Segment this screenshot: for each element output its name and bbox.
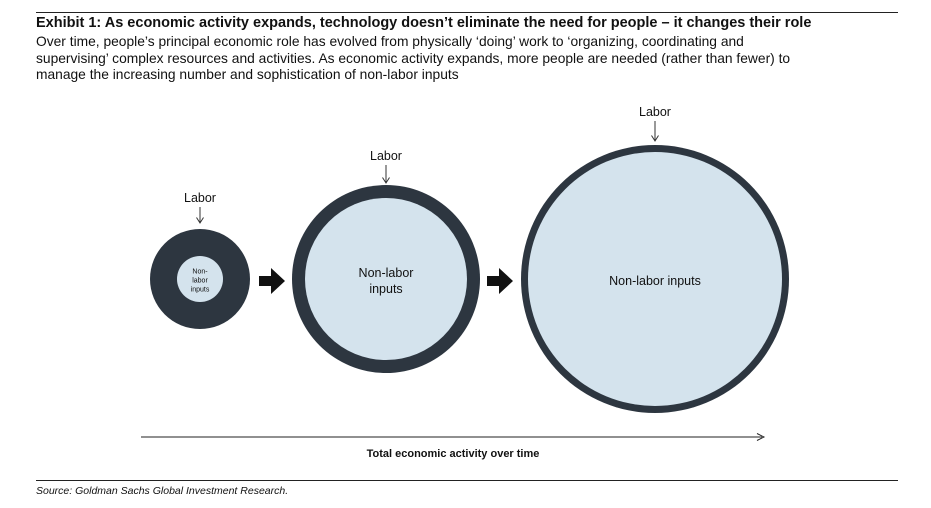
axis-arrowhead-icon	[756, 433, 766, 441]
non-labor-label-line: Non-labor inputs	[609, 274, 701, 288]
non-labor-inputs-circle	[305, 198, 467, 360]
non-labor-inputs-circle	[177, 256, 223, 302]
down-arrow-icon	[651, 121, 659, 142]
non-labor-label-line: Non-labor	[359, 266, 414, 280]
source-note: Source: Goldman Sachs Global Investment …	[36, 485, 289, 497]
stage-1: Labor Non- labor inputs	[150, 191, 250, 329]
exhibit-title: Exhibit 1: As economic activity expands,…	[36, 15, 812, 31]
non-labor-label-line: Non-	[192, 269, 208, 276]
stage-3: Labor Non-labor inputs	[521, 105, 789, 413]
stage-2: Labor Non-labor inputs	[292, 149, 480, 373]
labor-label: Labor	[184, 191, 216, 205]
exhibit-subtitle: Over time, people’s principal economic r…	[36, 34, 906, 84]
top-rule	[36, 12, 898, 13]
axis-label: Total economic activity over time	[367, 448, 540, 460]
right-arrow-icon	[259, 268, 285, 294]
subtitle-line: Over time, people’s principal economic r…	[36, 34, 744, 49]
labor-label: Labor	[370, 149, 402, 163]
time-axis	[141, 433, 766, 441]
source-rule	[36, 480, 898, 481]
labor-label: Labor	[639, 105, 671, 119]
subtitle-line: supervising’ complex resources and activ…	[36, 50, 791, 66]
non-labor-label-line: inputs	[191, 287, 210, 294]
right-arrow-icon	[487, 268, 513, 294]
down-arrow-icon	[382, 165, 390, 184]
down-arrow-icon	[196, 207, 204, 224]
non-labor-label-line: inputs	[369, 282, 402, 296]
non-labor-label-line: labor	[192, 278, 208, 285]
subtitle-line: manage the increasing number and sophist…	[36, 67, 459, 82]
non-labor-inputs-circle	[528, 152, 782, 406]
